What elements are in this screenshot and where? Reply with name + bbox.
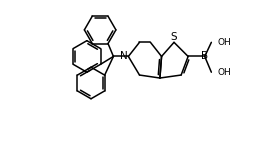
- Text: N: N: [120, 51, 128, 61]
- Text: OH: OH: [217, 68, 231, 77]
- Text: S: S: [171, 32, 177, 42]
- Text: B: B: [201, 51, 208, 61]
- Text: OH: OH: [217, 38, 231, 47]
